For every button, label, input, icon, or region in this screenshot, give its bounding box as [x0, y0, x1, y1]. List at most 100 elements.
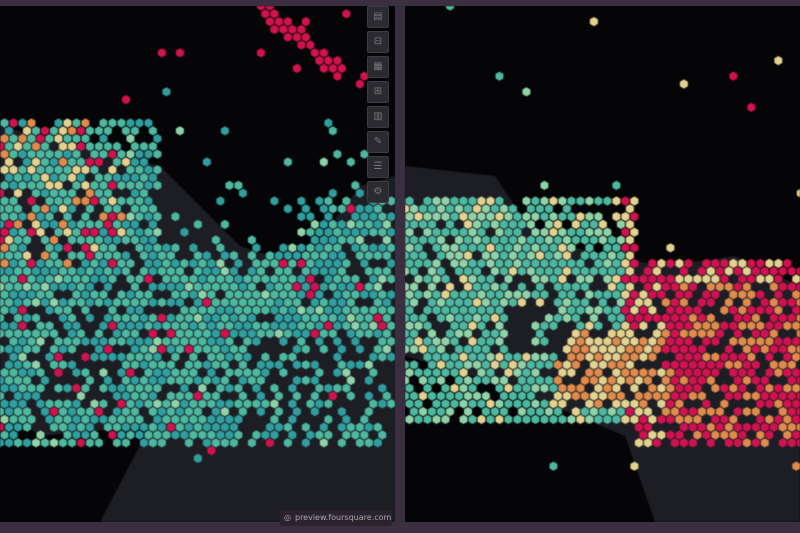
hexbin-cell [351, 336, 360, 346]
hexbin-cell [509, 391, 517, 401]
hexbin-cell [148, 282, 157, 292]
hexbin-cell [59, 204, 67, 214]
table-button[interactable]: ▦ [367, 56, 389, 78]
hexbin-cell [769, 360, 778, 370]
settings-button[interactable]: ⚙ [367, 181, 389, 203]
hexbin-cell [63, 274, 72, 284]
hexbin-cell [468, 227, 477, 237]
hexbin-cell [171, 430, 180, 440]
hexbin-cell [733, 360, 742, 370]
hexbin-cell [531, 383, 540, 393]
hexbin-cell [14, 266, 22, 276]
draw-button[interactable]: ✎ [367, 131, 389, 153]
hexbin-cell [518, 251, 526, 261]
hexbin-cell [464, 329, 472, 339]
hexbin-cell [405, 204, 409, 214]
hexbin-cell [702, 399, 711, 409]
hexbin-cell [108, 165, 117, 175]
hexbin-cell [747, 274, 756, 284]
hexbin-cell [527, 204, 535, 214]
legend-button[interactable]: ☰ [367, 156, 389, 178]
hexbin-cell [441, 196, 450, 206]
hexbin-cell [697, 297, 706, 307]
hexbin-cell [198, 258, 207, 268]
hexbin-cell [337, 282, 346, 292]
hexbin-cell [81, 118, 90, 128]
hexbin-cell [693, 305, 702, 315]
hexbin-cell [27, 118, 36, 128]
split-map-button[interactable]: ▥ [367, 106, 389, 128]
map-panel-left[interactable] [0, 6, 395, 522]
hexbin-cell [126, 118, 135, 128]
hexbin-cell [527, 235, 535, 245]
hexbin-cell [405, 266, 409, 276]
hexbin-cell [234, 383, 243, 393]
hexbin-cell [738, 368, 747, 378]
hexbin-cell [589, 235, 598, 245]
hexbin-cell [279, 321, 288, 331]
hexbin-cell [405, 329, 409, 339]
map-panel-right[interactable] [405, 6, 800, 522]
hexbin-cell [742, 282, 751, 292]
hexbin-cell [171, 274, 180, 284]
hexbin-cell [108, 212, 117, 222]
hexbin-cell [648, 383, 657, 393]
hexbin-cell [419, 313, 427, 323]
hexbin-cell [292, 407, 301, 417]
hexbin-cell [468, 383, 477, 393]
hexbin-cell [446, 407, 454, 417]
layers-button[interactable]: ▤ [367, 6, 389, 28]
hexbin-cell [675, 274, 684, 284]
hexbin-cell [405, 375, 409, 385]
hexbin-cell [540, 243, 549, 253]
hexbin-cell [706, 438, 715, 448]
hexbin-cell [117, 118, 126, 128]
hexbin-cell [364, 266, 373, 276]
hexbin-cell [117, 383, 126, 393]
hexbin-cell [778, 438, 787, 448]
hexbin-cell [140, 360, 148, 370]
hexbin-cell [50, 407, 58, 417]
hexbin-cell [104, 219, 112, 229]
hexbin-cell [247, 375, 256, 385]
hexbin-cell [319, 438, 328, 448]
hexbin-cell [9, 414, 18, 424]
hexbin-cell [455, 251, 463, 261]
url-bar[interactable]: ◎ preview.foursquare.com [280, 510, 392, 526]
hexbin-cell [99, 227, 108, 237]
hexbin-cell [247, 297, 256, 307]
hexbin-cell [68, 422, 76, 432]
hexbin-cell [126, 430, 135, 440]
hexbin-cell [113, 157, 121, 167]
hexbin-cell [90, 196, 99, 206]
hexbin-cell [86, 313, 94, 323]
hexbin-cell [36, 399, 45, 409]
hexbin-cell [509, 251, 517, 261]
hexbin-cell [504, 383, 513, 393]
hexbin-cell [706, 297, 715, 307]
hexbin-cell [153, 134, 162, 144]
hexbin-cell [171, 243, 180, 253]
hexbin-cell [446, 219, 454, 229]
hexbin-cell [113, 407, 121, 417]
hexbin-cell [634, 391, 643, 401]
hexbin-cell [131, 297, 139, 307]
hexbin-cell [315, 430, 324, 440]
hexbin-cell [27, 290, 36, 300]
hexbin-cell [0, 321, 9, 331]
hexbin-cell [104, 188, 112, 198]
hexbin-cell [41, 282, 49, 292]
hexbin-cell [18, 290, 27, 300]
filter-button[interactable]: ⊟ [367, 31, 389, 53]
hexbin-cell [140, 157, 148, 167]
hexbin-cell [711, 274, 720, 284]
map-style-button[interactable]: ⊞ [367, 81, 389, 103]
hexbin-cell [288, 430, 297, 440]
hexbin-cell [108, 118, 117, 128]
hexbin-cell [423, 290, 432, 300]
hexbin-cell [144, 227, 153, 237]
hexbin-cell [446, 297, 454, 307]
hexbin-cell [297, 212, 306, 222]
hexbin-cell [459, 352, 468, 362]
hexbin-cell [607, 360, 616, 370]
